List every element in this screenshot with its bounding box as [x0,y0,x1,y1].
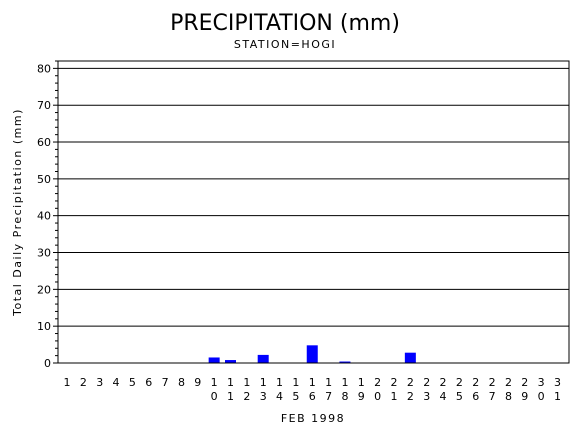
x-tick-label: 3 [96,376,103,389]
x-tick-label: 8 [178,376,185,389]
bar [257,354,269,363]
x-axis-ticks: 1 2 3 4 5 6 7 8 9 1 01 11 21 31 41 51 61 71 81 92 02 12 22 32 42… [64,376,562,403]
bar [208,357,220,363]
x-tick-label: 7 [162,376,169,389]
y-axis-ticks: 0 10 20 30 40 50 60 70 80 [37,60,58,370]
y-tick-label: 10 [37,320,51,333]
y-tick-label: 30 [37,247,51,260]
plot-frame [57,60,570,364]
bar [225,360,236,363]
x-axis-label: FEB 1998 [281,412,345,425]
bars [208,345,416,363]
chart-title: PRECIPITATION (mm) [170,11,400,36]
y-tick-label: 0 [44,357,51,370]
x-tick-label: 2 [80,376,87,389]
gridlines [58,67,569,327]
x-tick-label: 5 [129,376,136,389]
y-tick-label: 50 [37,173,51,186]
y-tick-label: 70 [37,99,51,112]
y-axis-label: Total Daily Precipitation (mm) [11,108,24,317]
x-tick-label: 6 [145,376,152,389]
bar [404,352,416,363]
bar [339,361,351,363]
x-tick-label: 4 [113,376,120,389]
y-tick-label: 20 [37,283,51,296]
y-tick-label: 60 [37,136,51,149]
bar [306,345,318,363]
y-tick-label: 80 [37,62,51,75]
x-tick-label: 9 [194,376,201,389]
chart-subtitle: STATION=HOGI [234,38,336,51]
x-tick-label: 1 [64,376,71,389]
y-tick-label: 40 [37,210,51,223]
